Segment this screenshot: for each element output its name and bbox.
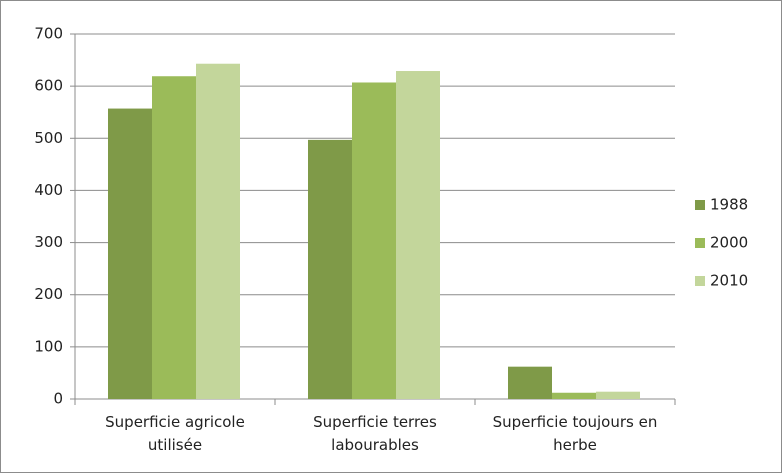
bar	[108, 108, 152, 400]
x-tick-label: Superficie toujours en herbe	[492, 413, 658, 454]
y-tick-label: 400	[34, 181, 63, 199]
y-tick-label: 200	[34, 285, 63, 303]
bar	[396, 71, 440, 400]
bar	[152, 76, 196, 399]
bar	[352, 82, 396, 399]
bar	[552, 392, 596, 399]
bar	[196, 63, 240, 399]
x-tick-label: Superficie terres labourables	[313, 413, 437, 454]
x-tick-label: Superficie agricole utilisée	[105, 413, 245, 454]
legend-label: 2010	[710, 272, 748, 290]
y-tick-label: 500	[34, 129, 63, 147]
y-tick-label: 0	[53, 390, 63, 408]
legend-label: 2000	[710, 234, 748, 252]
y-tick-label: 100	[34, 337, 63, 355]
legend-swatch	[695, 238, 705, 248]
bar	[308, 139, 352, 399]
legend-swatch	[695, 276, 705, 286]
legend-label: 1988	[710, 196, 748, 214]
bar	[596, 391, 640, 399]
bar	[508, 366, 552, 399]
legend-swatch	[695, 200, 705, 210]
y-tick-label: 300	[34, 233, 63, 251]
y-tick-label: 600	[34, 77, 63, 95]
y-tick-label: 700	[34, 25, 63, 43]
